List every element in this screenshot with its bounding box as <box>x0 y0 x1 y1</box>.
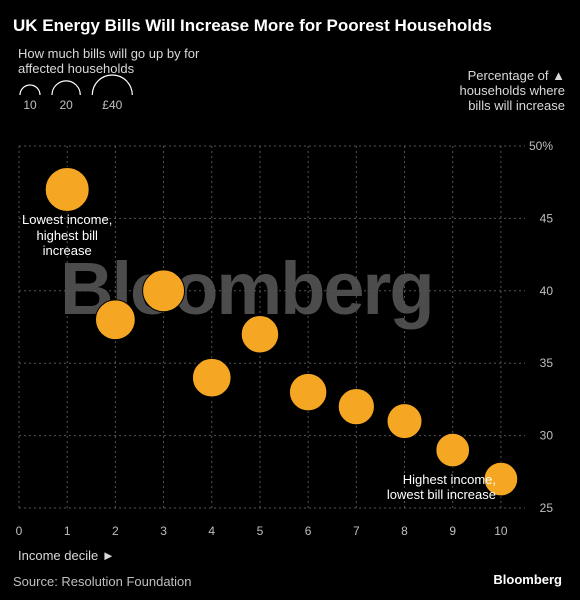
data-point <box>142 269 186 313</box>
data-point <box>483 461 519 497</box>
x-tick-label: 9 <box>449 524 456 538</box>
annotation-text: Highest income, <box>403 472 496 487</box>
size-legend-label-0: 10 <box>23 98 37 112</box>
data-point <box>191 357 232 398</box>
size-legend-label: How much bills will go up by for affecte… <box>18 46 200 76</box>
x-tick-label: 10 <box>494 524 508 538</box>
x-tick-label: 7 <box>353 524 360 538</box>
x-tick-label: 5 <box>257 524 264 538</box>
data-point <box>240 315 280 354</box>
x-tick-label: 6 <box>305 524 312 538</box>
size-legend-arc <box>91 74 133 96</box>
x-tick-label: 2 <box>112 524 119 538</box>
source-note: Source: Resolution Foundation <box>13 574 192 589</box>
x-tick-label: 3 <box>160 524 167 538</box>
x-axis-label: Income decile ► <box>18 548 115 563</box>
x-tick-label: 8 <box>401 524 408 538</box>
chart-title: UK Energy Bills Will Increase More for P… <box>13 16 492 35</box>
size-legend-arc <box>51 80 81 96</box>
size-legend-label-2: £40 <box>102 98 122 112</box>
size-legend-label-1: 20 <box>59 98 73 112</box>
annotation-text: increase <box>43 243 92 258</box>
data-point <box>337 388 375 426</box>
y-tick-label: 50% <box>529 139 553 153</box>
y-tick-label: 45 <box>540 211 554 225</box>
brand-logo: Bloomberg <box>493 572 562 587</box>
data-point <box>386 403 423 440</box>
data-point <box>435 432 471 468</box>
x-tick-label: 0 <box>16 524 23 538</box>
data-point <box>288 372 328 412</box>
data-point <box>44 166 90 212</box>
x-tick-label: 1 <box>64 524 71 538</box>
y-tick-label: 35 <box>540 356 554 370</box>
annotation-text: highest bill <box>36 228 98 243</box>
y-axis-label: Percentage of ▲ households where bills w… <box>459 68 565 113</box>
y-tick-label: 40 <box>540 284 554 298</box>
annotation-text: Lowest income, <box>22 212 112 227</box>
x-tick-label: 4 <box>208 524 215 538</box>
size-legend-arc <box>19 84 41 96</box>
annotation-text: lowest bill increase <box>387 487 496 502</box>
data-point <box>94 299 136 341</box>
y-tick-label: 30 <box>540 429 554 443</box>
y-tick-label: 25 <box>540 501 554 515</box>
